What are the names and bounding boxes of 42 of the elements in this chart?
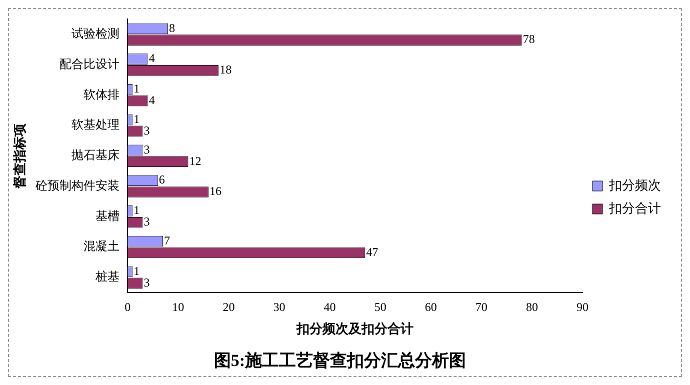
text: 图5:施工工艺督查扣分汇总分析图 (214, 351, 466, 370)
data-label: 78 (522, 32, 535, 46)
x-tick-label: 0 (124, 300, 131, 314)
data-label: 1 (134, 264, 140, 278)
y-tick-label: 抛石基床 (72, 148, 120, 162)
data-label: 3 (144, 214, 150, 229)
data-label: 47 (366, 244, 378, 259)
data-label: 1 (134, 203, 140, 218)
data-label: 3 (144, 123, 150, 138)
x-tick-label: 80 (526, 300, 538, 314)
data-label: 18 (220, 62, 232, 77)
legend-label: 扣分频次 (608, 177, 661, 192)
data-label: 12 (189, 154, 202, 168)
x-tick-label: 90 (576, 300, 588, 314)
x-tick-label: 30 (273, 300, 286, 314)
data-label: 16 (209, 184, 222, 198)
x-tick-label: 10 (172, 300, 184, 314)
data-label: 3 (144, 142, 150, 156)
x-tick-label: 40 (324, 300, 336, 314)
y-tick-label: 软体排 (84, 87, 120, 102)
x-tick-label: 60 (424, 300, 437, 314)
data-label: 7 (164, 233, 170, 248)
y-tick-label: 砼预制构件安装 (34, 178, 120, 192)
data-label: 1 (134, 82, 140, 96)
y-axis-title: 督查指标项 (12, 122, 28, 190)
y-tick-label: 混凝土 (84, 239, 120, 254)
legend-label: 扣分合计 (608, 200, 661, 216)
y-tick-label: 桩基 (94, 270, 120, 284)
x-tick-label: 70 (475, 300, 488, 314)
y-tick-label: 软基处理 (72, 118, 120, 132)
data-label: 4 (148, 92, 155, 107)
x-axis-title: 扣分频次及扣分合计 (296, 321, 414, 336)
x-tick-label: 50 (374, 300, 386, 314)
data-label: 1 (134, 112, 140, 126)
data-label: 8 (169, 20, 176, 35)
data-label: 3 (144, 275, 150, 290)
y-tick-label: 基槽 (96, 208, 120, 223)
y-tick-label: 试验检测 (72, 26, 120, 41)
data-label: 4 (148, 51, 155, 66)
data-label: 6 (158, 172, 165, 187)
y-tick-label: 配合比设计 (60, 56, 120, 71)
x-tick-label: 20 (222, 300, 235, 314)
